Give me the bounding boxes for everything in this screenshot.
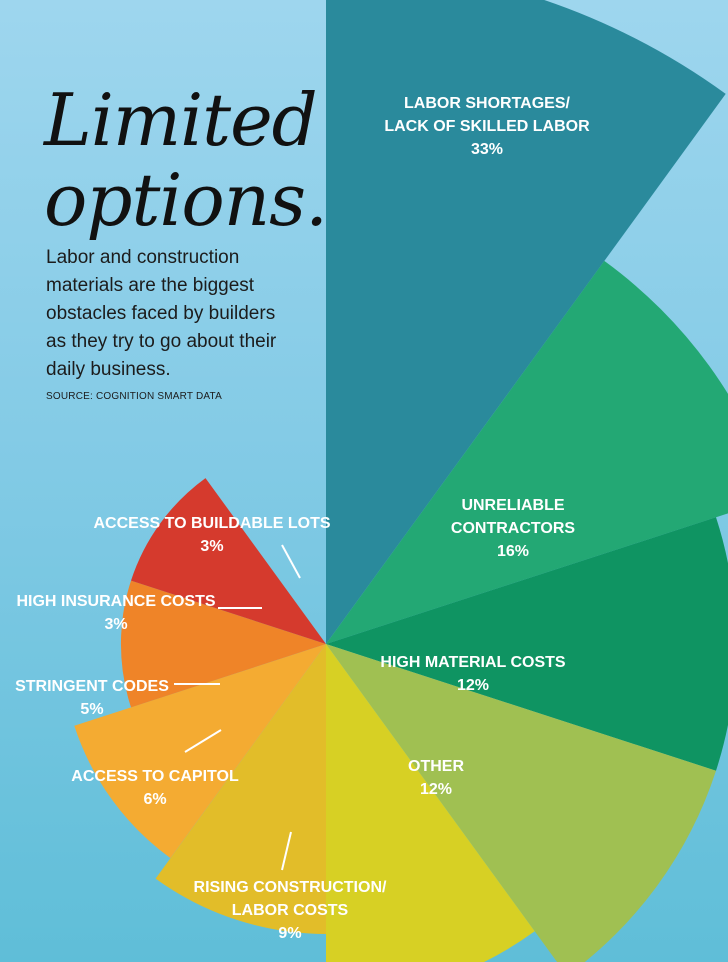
- slice-label-line: LABOR SHORTAGES/: [404, 95, 570, 112]
- slice-label-6: STRINGENT CODES 5%: [15, 675, 169, 721]
- slice-4: [326, 644, 535, 962]
- title-line-2: options.: [44, 158, 328, 242]
- slice-value-label: 6%: [143, 791, 167, 808]
- slice-value-label: 16%: [496, 543, 530, 560]
- slice-value-label: 3%: [104, 616, 128, 633]
- title-line-1: Limited: [44, 78, 318, 162]
- slice-label-line: CONTRACTORS: [450, 520, 576, 537]
- slice-label-line: STRINGENT CODES: [15, 678, 169, 695]
- slice-label-2: HIGH MATERIAL COSTS 12%: [380, 651, 565, 697]
- slice-value-label: 12%: [419, 781, 453, 798]
- slice-label-line: LACK OF SKILLED LABOR: [384, 118, 590, 135]
- slice-label-line: LABOR COSTS: [231, 902, 349, 919]
- slice-label-1: UNRELIABLE CONTRACTORS 16%: [451, 494, 575, 563]
- slice-label-line: ACCESS TO CAPITOL: [71, 768, 239, 785]
- slice-value-label: 33%: [470, 141, 504, 158]
- slice-label-8: ACCESS TO BUILDABLE LOTS 3%: [93, 512, 330, 558]
- slice-label-0: LABOR SHORTAGES/LACK OF SKILLED LABOR 33%: [384, 92, 589, 161]
- description: Labor and construction materials are the…: [46, 247, 277, 380]
- slice-label-line: ACCESS TO BUILDABLE LOTS: [93, 515, 331, 532]
- slice-label-4: RISING CONSTRUCTION/LABOR COSTS 9%: [194, 876, 387, 945]
- slice-1: [326, 260, 728, 644]
- slice-3: [326, 644, 716, 962]
- slice-2: [326, 517, 728, 771]
- slice-value-label: 5%: [80, 701, 104, 718]
- slice-label-3: OTHER 12%: [408, 755, 464, 801]
- slice-value-label: 9%: [278, 925, 302, 942]
- page-title: Limited options.: [44, 78, 328, 242]
- slice-8: [131, 478, 326, 644]
- leader-line-4: [281, 831, 292, 871]
- slice-7: [120, 580, 326, 708]
- slice-label-line: UNRELIABLE: [461, 497, 565, 514]
- slice-label-line: HIGH MATERIAL COSTS: [380, 654, 566, 671]
- source-note: SOURCE: COGNITION SMART DATA: [46, 391, 222, 402]
- slice-6: [74, 644, 326, 859]
- slice-label-7: HIGH INSURANCE COSTS 3%: [16, 590, 215, 636]
- leader-line-5: [184, 729, 222, 753]
- slice-value-label: 3%: [200, 538, 224, 555]
- slice-label-5: ACCESS TO CAPITOL 6%: [71, 765, 238, 811]
- slice-label-line: HIGH INSURANCE COSTS: [16, 593, 216, 610]
- slice-label-line: RISING CONSTRUCTION/: [193, 879, 387, 896]
- slice-value-label: 12%: [456, 677, 490, 694]
- slice-0: [326, 0, 726, 644]
- leader-line-8: [281, 544, 301, 579]
- slice-label-line: OTHER: [408, 758, 464, 775]
